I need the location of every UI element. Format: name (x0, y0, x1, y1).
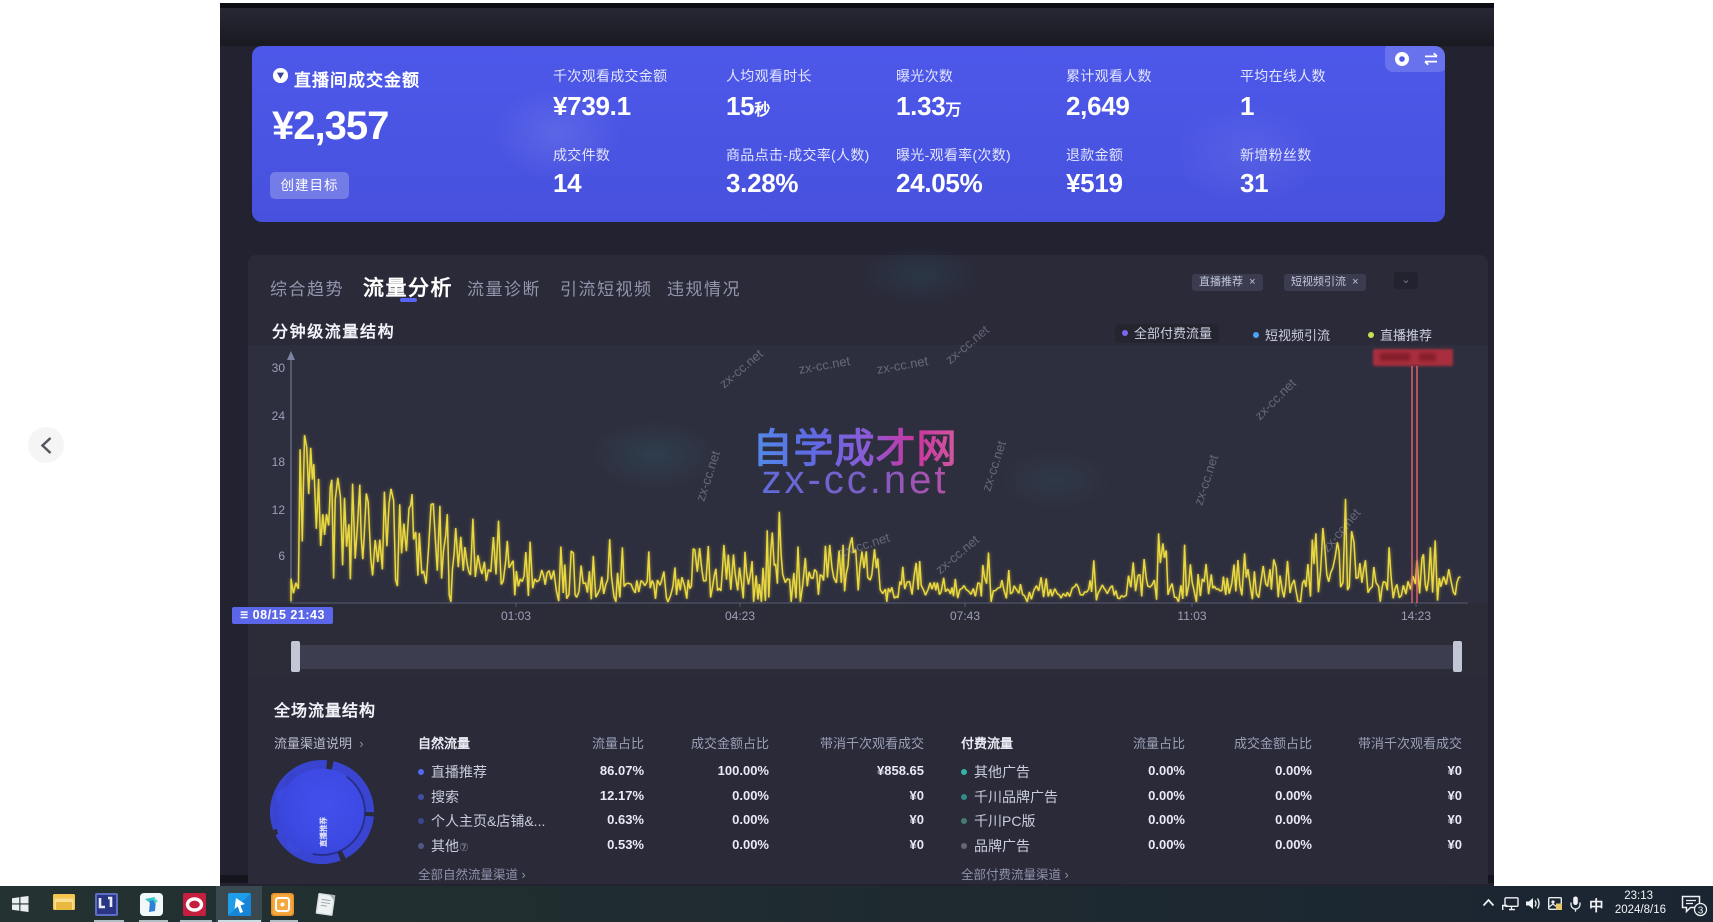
svg-text:直播推荐: 直播推荐 (318, 817, 328, 847)
svg-text:3: 3 (1698, 905, 1704, 916)
